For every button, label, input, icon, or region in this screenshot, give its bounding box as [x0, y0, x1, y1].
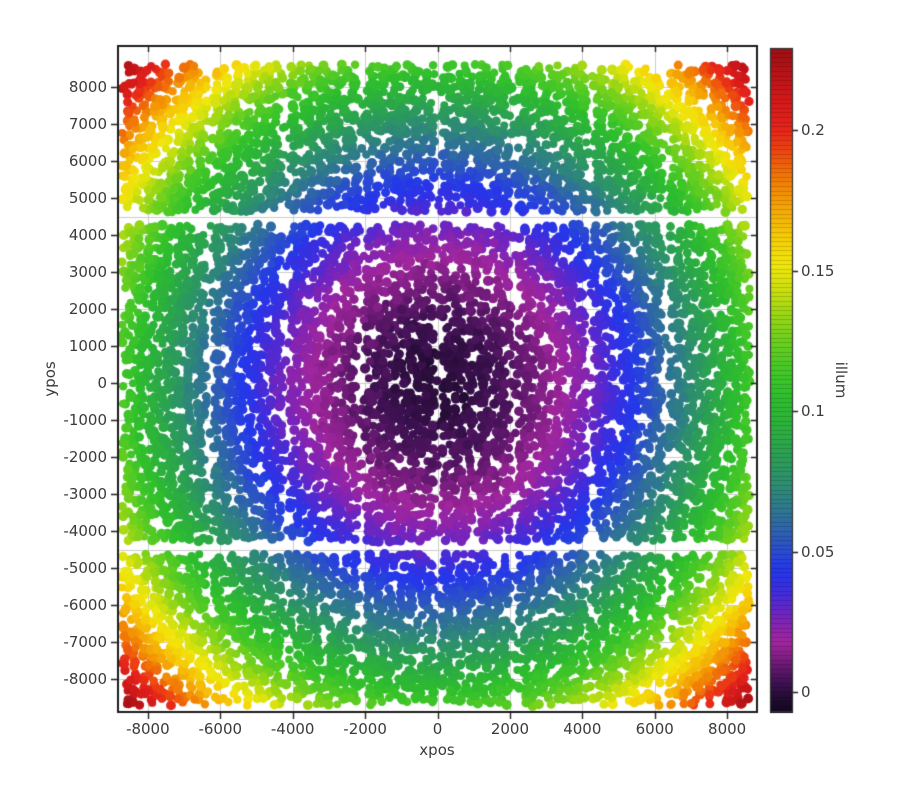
- scatter-plot-canvas: [0, 0, 900, 805]
- figure: xpos ypos illum -8000 -6000 -4000 -2000 0 200…: [0, 0, 900, 805]
